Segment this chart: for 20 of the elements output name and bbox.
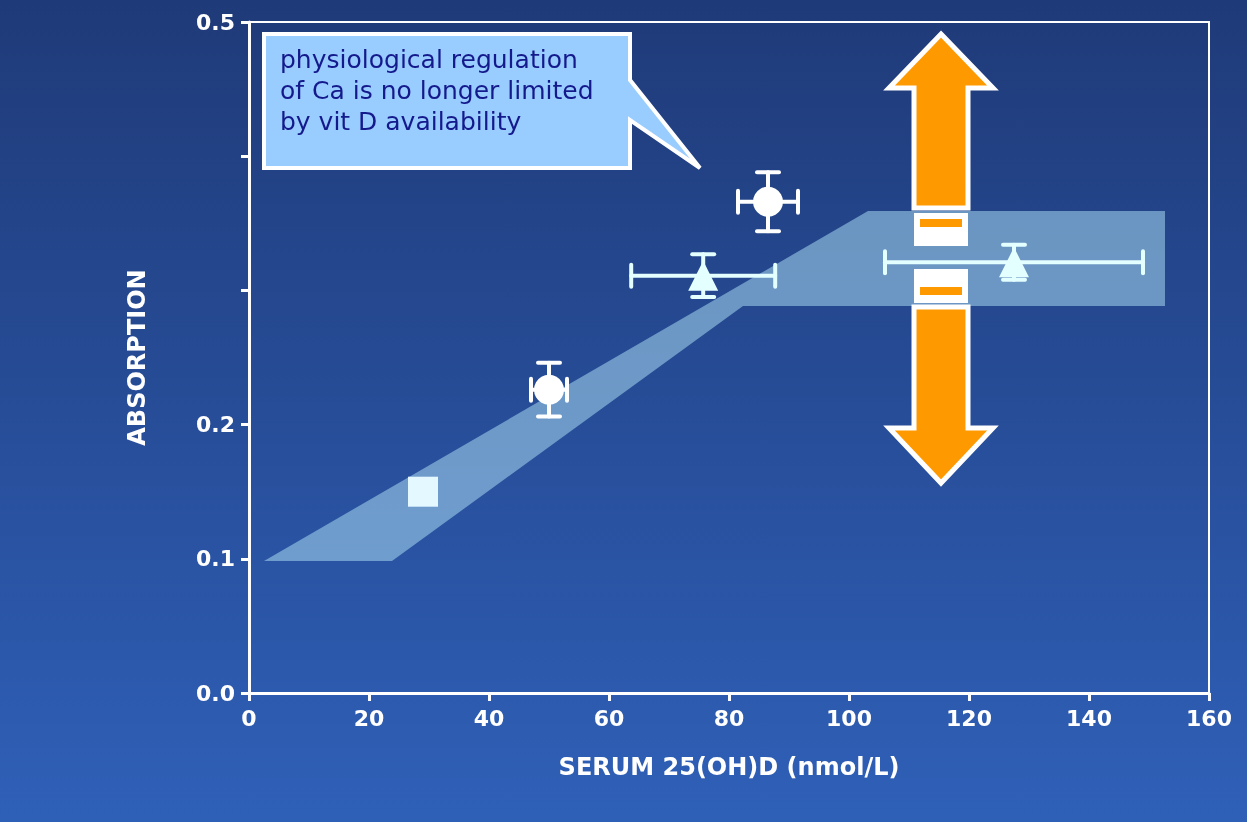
x-tick-label: 60 xyxy=(593,705,625,731)
y-tick-label: 0.1 xyxy=(196,546,235,572)
x-tick-label: 120 xyxy=(946,705,992,731)
point xyxy=(688,260,719,291)
point xyxy=(753,186,783,217)
x-tick-label: 160 xyxy=(1186,705,1232,731)
y-tick-label: 0.2 xyxy=(196,412,235,438)
x-tick-label: 80 xyxy=(713,705,745,731)
x-tick-label: 40 xyxy=(473,705,505,731)
point xyxy=(408,476,438,507)
x-tick-label: 0 xyxy=(241,705,257,731)
point xyxy=(534,374,564,405)
x-axis-title: SERUM 25(OH)D (nmol/L) xyxy=(558,753,900,781)
x-tick-label: 100 xyxy=(826,705,872,731)
y-tick-label: 0.5 xyxy=(196,9,235,35)
y-axis-title: ABSORPTION xyxy=(123,269,151,446)
annotation: physiological regulation of Ca is no longer limited by vit D availability xyxy=(280,44,595,137)
y-tick-label: 0.0 xyxy=(196,680,235,706)
x-tick-label: 140 xyxy=(1066,705,1112,731)
x-tick-label: 20 xyxy=(353,705,385,731)
